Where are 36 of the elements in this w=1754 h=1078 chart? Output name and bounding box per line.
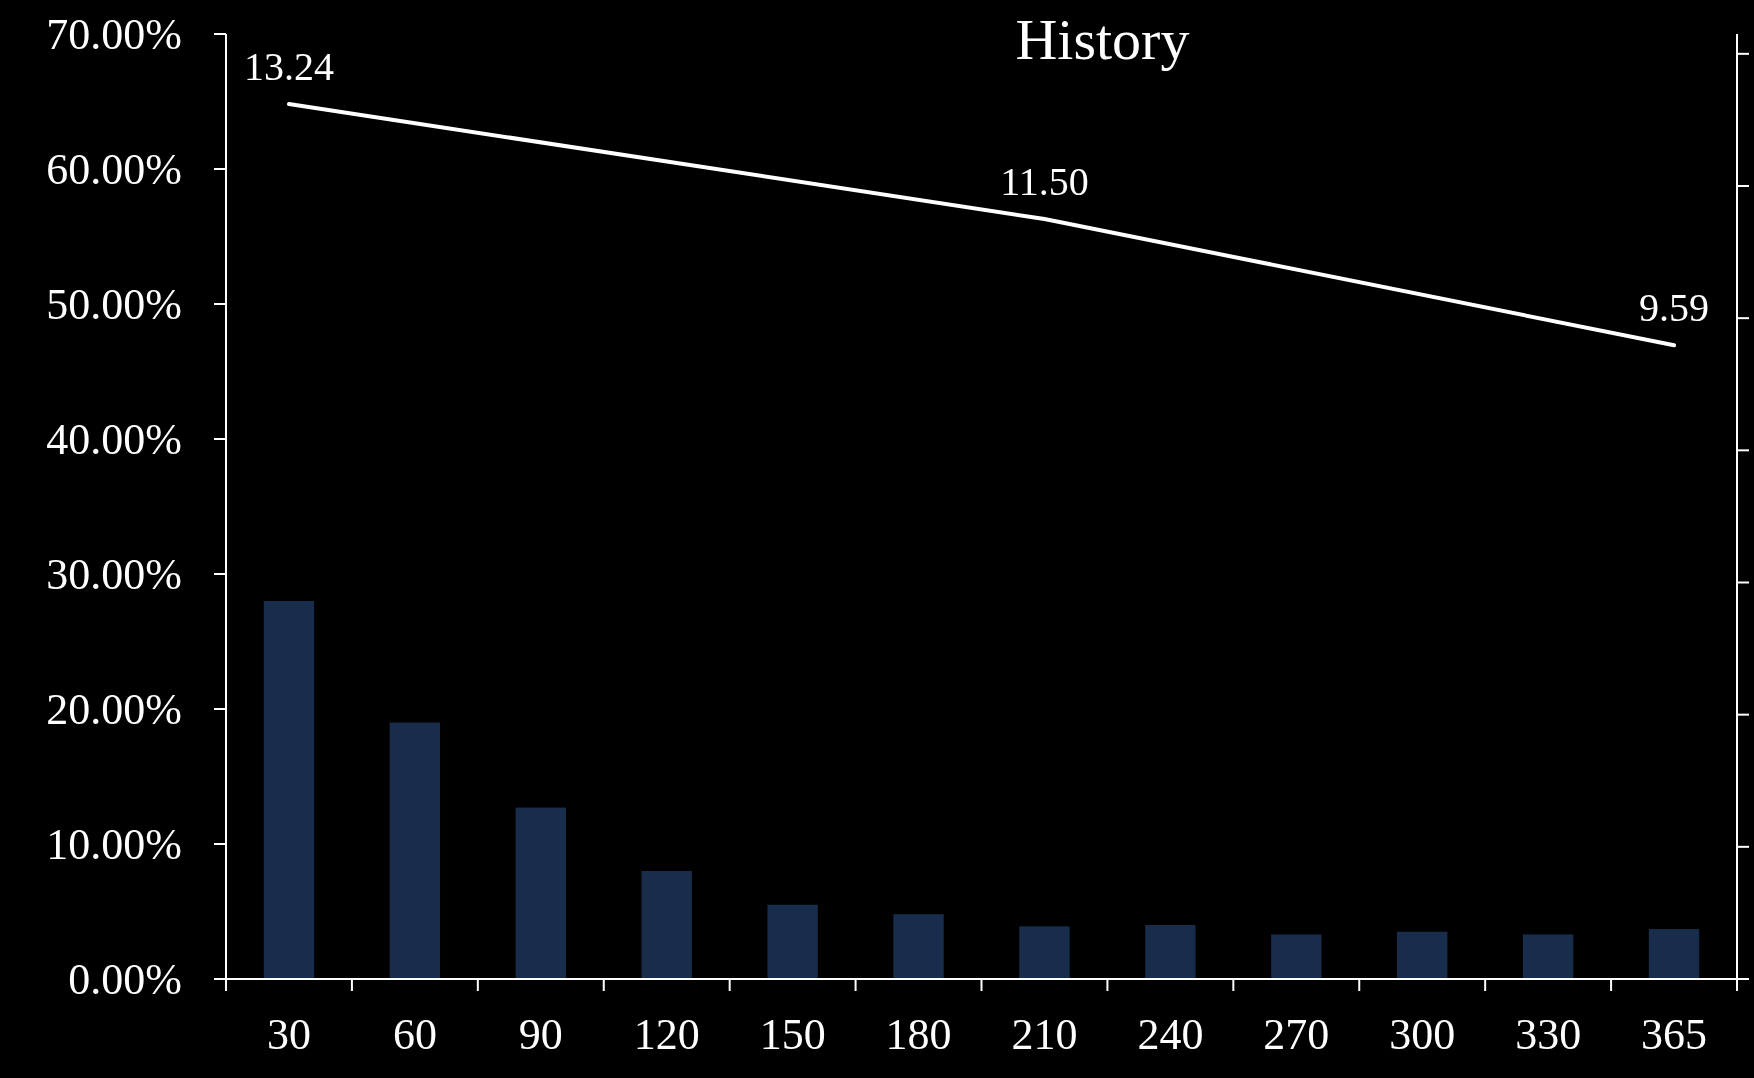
- bar: [1145, 925, 1196, 979]
- bar: [1271, 934, 1322, 979]
- bar: [893, 914, 944, 979]
- chart-title: History: [1015, 7, 1190, 72]
- y-tick-label: 20.00%: [46, 685, 182, 735]
- x-tick-label: 330: [1515, 1010, 1582, 1059]
- data-label: 9.59: [1639, 285, 1710, 331]
- bar: [263, 601, 315, 979]
- y-tick-label: 70.00%: [46, 10, 182, 60]
- data-label: 11.50: [1000, 159, 1089, 205]
- y-tick-label: 50.00%: [46, 280, 182, 330]
- x-tick-label: 300: [1389, 1010, 1456, 1059]
- bar: [1648, 929, 1700, 979]
- y-tick-label: 30.00%: [46, 550, 182, 600]
- bar: [1397, 931, 1448, 979]
- y-tick-label: 10.00%: [46, 820, 182, 870]
- bar: [1522, 934, 1574, 979]
- y-tick-label: 60.00%: [46, 145, 182, 195]
- bar: [641, 871, 692, 979]
- x-tick-label: 365: [1641, 1010, 1708, 1059]
- x-tick-label: 240: [1137, 1010, 1204, 1059]
- x-tick-label: 90: [518, 1010, 563, 1059]
- y-tick-label: 40.00%: [46, 415, 182, 465]
- x-tick-label: 30: [266, 1010, 311, 1059]
- x-tick-label: 120: [633, 1010, 700, 1059]
- x-tick-label: 150: [759, 1010, 826, 1059]
- x-tick-label: 60: [392, 1010, 437, 1059]
- x-tick-label: 270: [1263, 1010, 1330, 1059]
- data-label: 13.24: [243, 44, 334, 90]
- bar: [767, 904, 818, 979]
- bar: [515, 807, 566, 979]
- bar: [1019, 926, 1070, 979]
- y-tick-label: 0.00%: [68, 955, 182, 1005]
- x-tick-label: 210: [1011, 1010, 1078, 1059]
- bar: [389, 722, 441, 979]
- x-tick-label: 180: [885, 1010, 952, 1059]
